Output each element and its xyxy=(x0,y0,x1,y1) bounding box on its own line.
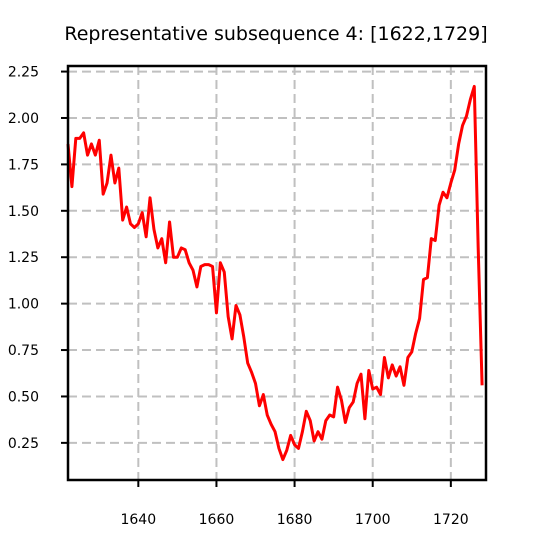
chart-title: Representative subsequence 4: [1622,1729… xyxy=(64,23,487,45)
y-tick-label: 0.25 xyxy=(8,436,39,452)
series-line xyxy=(66,84,484,462)
x-tick-label: 1720 xyxy=(433,512,469,528)
x-tick-label: 1640 xyxy=(120,512,156,528)
y-tick-label: 1.50 xyxy=(8,204,39,220)
x-tick-label: 1680 xyxy=(277,512,313,528)
y-tick-label: 2.25 xyxy=(8,65,39,81)
ticks: 1640 1660 1680 1700 1720 0.25 0.50 0.75 1.00 1.25… xyxy=(8,65,469,528)
y-tick-label: 1.00 xyxy=(8,297,39,313)
plot-frame xyxy=(66,64,488,482)
x-tick-label: 1700 xyxy=(355,512,391,528)
y-tick-label: 0.75 xyxy=(8,343,39,359)
x-tick-label: 1660 xyxy=(199,512,235,528)
y-tick-label: 0.50 xyxy=(8,389,39,405)
y-tick-label: 1.25 xyxy=(8,250,39,266)
y-tick-label: 2.00 xyxy=(8,111,39,127)
series-layer xyxy=(66,84,484,462)
y-tick-label: 1.75 xyxy=(8,157,39,173)
grid xyxy=(68,66,486,480)
